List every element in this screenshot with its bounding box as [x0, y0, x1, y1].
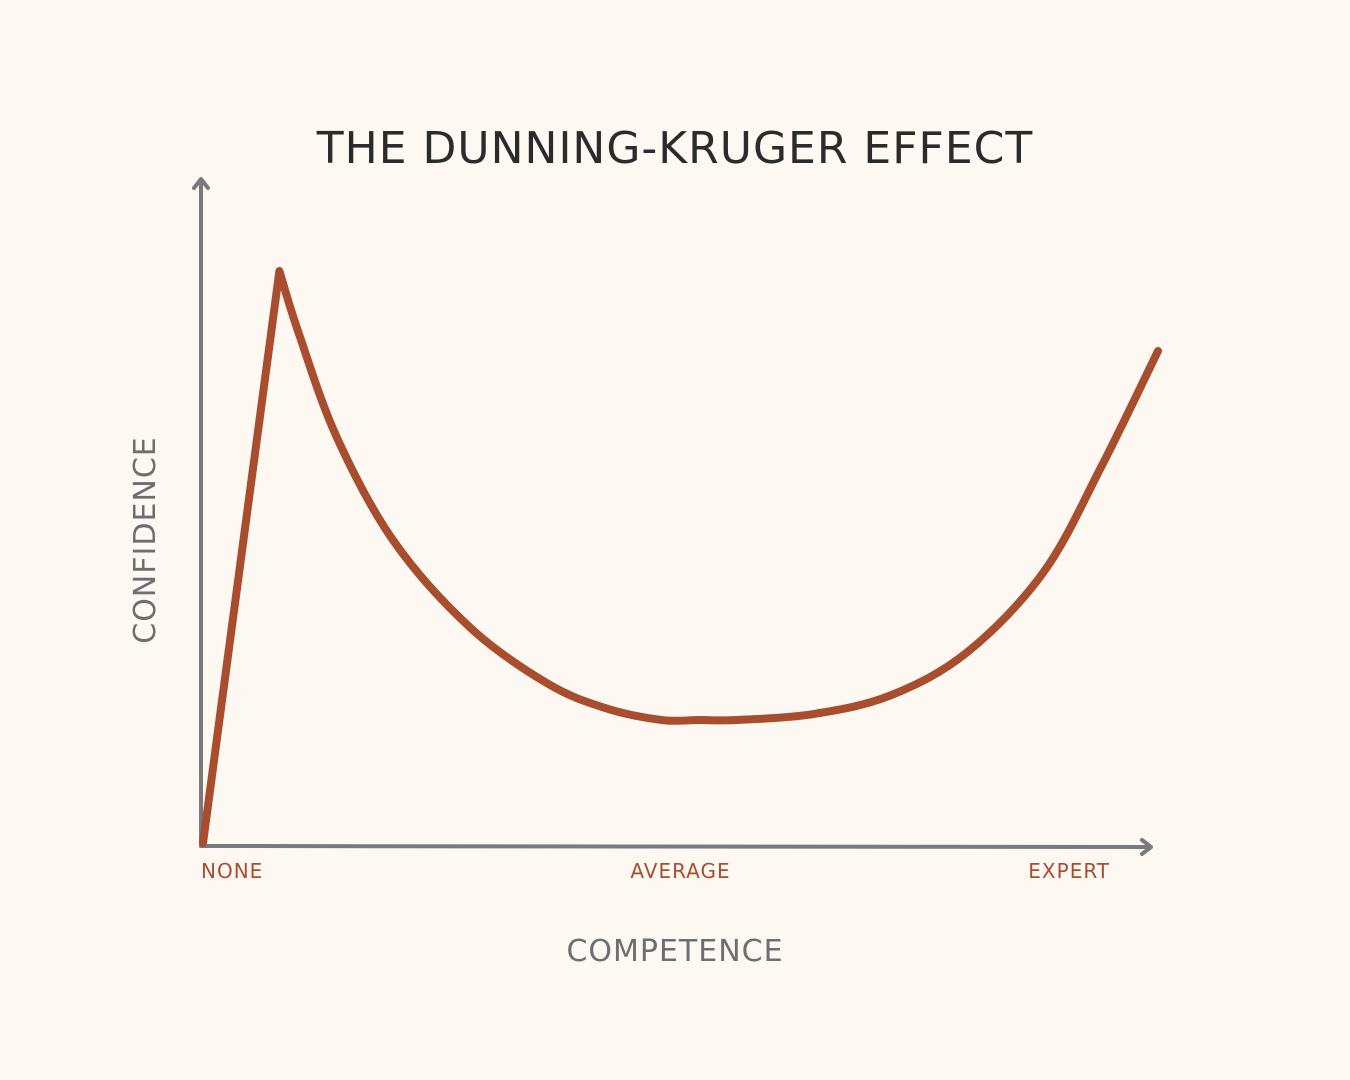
x-axis-label: COMPETENCE: [566, 934, 783, 969]
x-tick-label-none: NONE: [201, 859, 263, 883]
x-tick-label-average: AVERAGE: [630, 859, 730, 883]
x-tick-label-expert: EXPERT: [1028, 859, 1110, 883]
x-tick-labels: NONE AVERAGE EXPERT: [201, 859, 1110, 883]
x-axis-line: [199, 844, 1152, 849]
x-axis-arrowhead: [1140, 838, 1153, 856]
confidence-curve: [199, 267, 1162, 847]
chart-title: THE DUNNING-KRUGER EFFECT: [316, 123, 1033, 174]
y-axis-label: CONFIDENCE: [128, 436, 163, 644]
axes: [192, 177, 1153, 856]
y-axis-arrowhead: [192, 177, 210, 190]
